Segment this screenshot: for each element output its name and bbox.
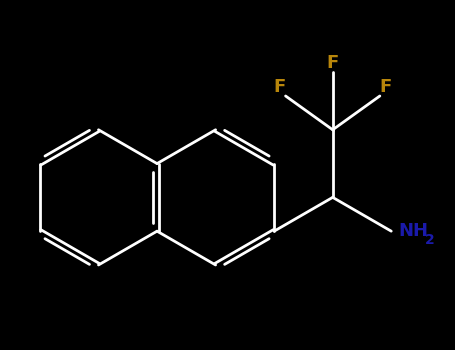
Text: NH: NH (399, 222, 429, 240)
Text: 2: 2 (425, 233, 435, 247)
Text: F: F (327, 54, 339, 72)
Text: F: F (273, 78, 286, 96)
Text: F: F (380, 78, 392, 96)
